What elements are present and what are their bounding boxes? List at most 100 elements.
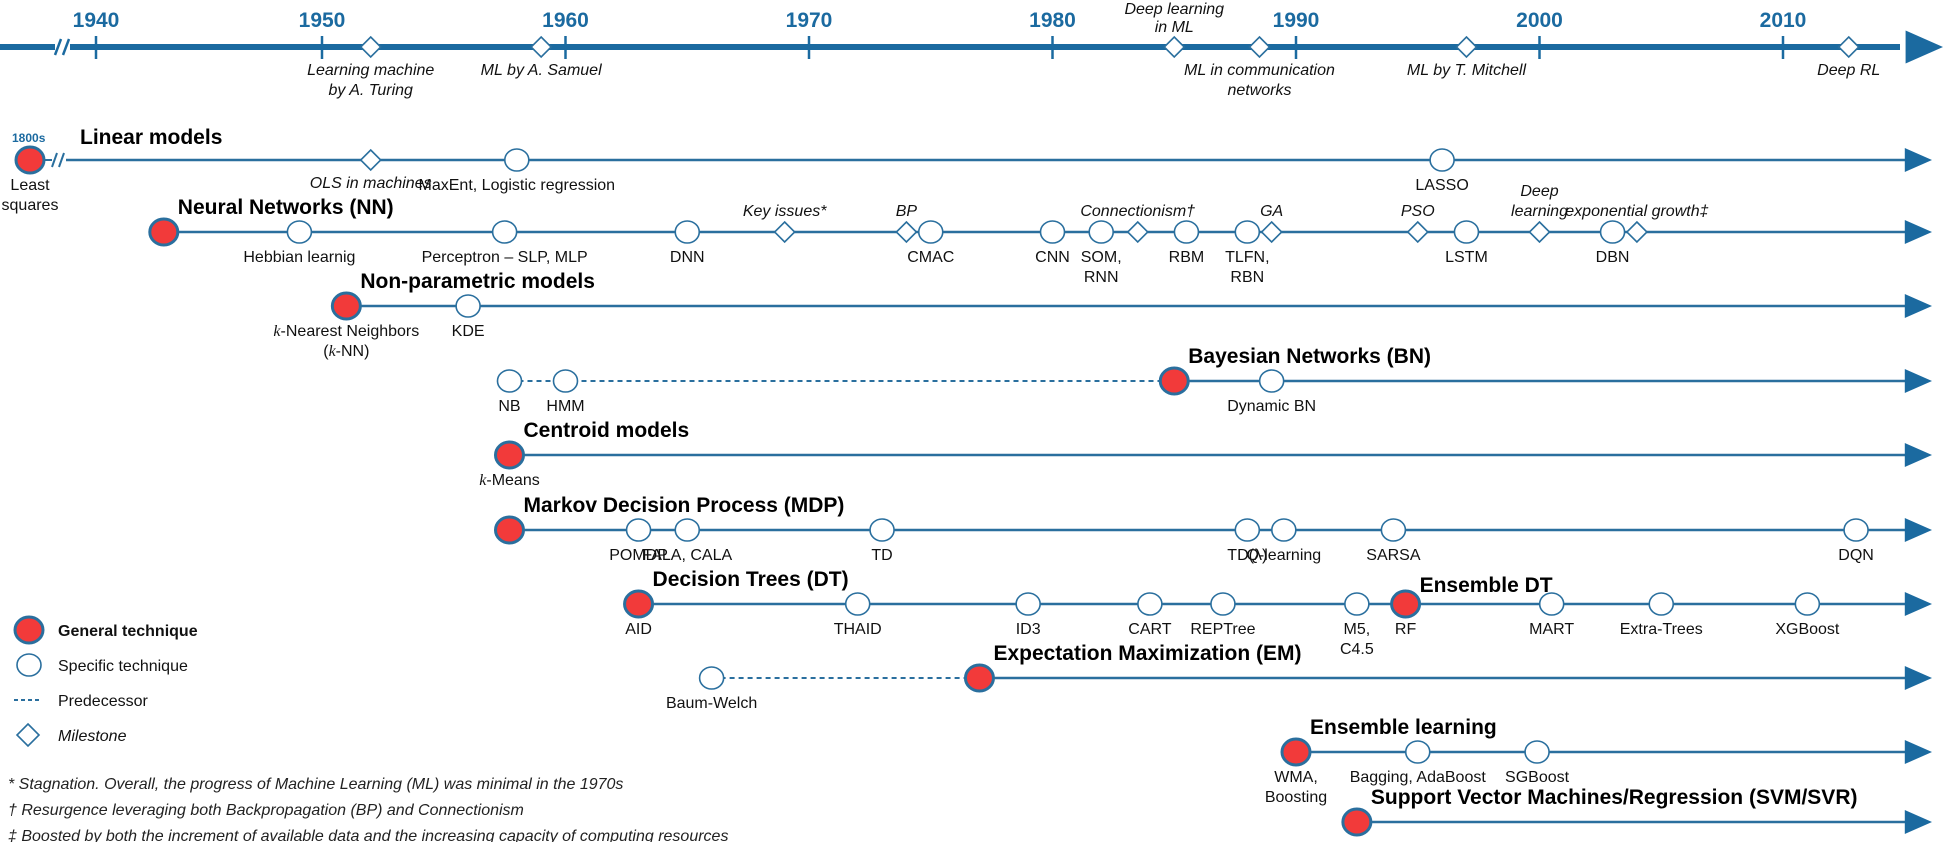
specific-technique-node: [1015, 592, 1041, 616]
milestone-diamond-icon: [895, 220, 918, 244]
specific-technique-node: [1173, 220, 1200, 244]
track-support-vector-machines-regression-svm-svr: Support Vector Machines/Regression (SVM/…: [1341, 786, 1932, 837]
axis-milestone-label: Learning machine: [307, 62, 434, 79]
track-arrow-icon: [1904, 592, 1932, 616]
technique-label: TD(λ): [1227, 547, 1267, 564]
category-title: Linear models: [80, 126, 222, 149]
technique-label: FALA, CALA: [642, 547, 732, 564]
track-arrow-icon: [1904, 369, 1932, 393]
track-bayesian-networks-bn: NB HMM Dynamic BN Bayesian Networks (BN): [496, 345, 1932, 415]
milestone-label: Key issues*: [743, 203, 827, 220]
specific-technique-node: [1210, 592, 1236, 616]
specific-technique-node: [1380, 518, 1407, 542]
category-title: Centroid models: [523, 419, 689, 442]
specific-technique-node: [674, 518, 701, 542]
specific-technique-icon: [16, 653, 42, 677]
general-technique-node: [1280, 737, 1312, 767]
technique-label: squares: [2, 197, 59, 214]
technique-label: LSTM: [1445, 249, 1488, 266]
axis-milestone-diamond-icon: [1163, 35, 1186, 59]
track-break-icon: [51, 152, 65, 168]
technique-label: k-Means: [479, 472, 539, 489]
technique-label: RBM: [1169, 249, 1205, 266]
predecessor-node: [552, 369, 579, 393]
specific-technique-node: [1137, 592, 1163, 616]
axis-break-icon: [53, 38, 71, 56]
technique-label: THAID: [834, 621, 882, 638]
axis-milestone-diamond-icon: [530, 35, 553, 59]
track-expectation-maximization-em: Baum-Welch Expectation Maximization (EM): [666, 642, 1932, 712]
technique-label: RNN: [1084, 269, 1119, 286]
specific-technique-node: [1843, 518, 1869, 542]
predecessor-label: HMM: [546, 398, 584, 415]
technique-label: CNN: [1035, 249, 1070, 266]
category-title: Bayesian Networks (BN): [1188, 345, 1431, 368]
specific-technique-node: [1794, 592, 1821, 616]
predecessor-node: [496, 369, 523, 393]
milestone-label: OLS in machines: [310, 175, 432, 192]
era-prefix-label: 1800s: [12, 131, 46, 145]
legend-item-specific: Specific technique: [16, 653, 188, 677]
specific-technique-node: [1648, 592, 1675, 616]
general-technique-node: [148, 217, 180, 247]
legend-label: General technique: [58, 623, 198, 640]
legend: General technique Specific technique Prede…: [13, 615, 198, 748]
specific-technique-node: [1524, 740, 1550, 764]
technique-label: ID3: [1016, 621, 1041, 638]
technique-label: RF: [1395, 621, 1417, 638]
general-technique-node: [1341, 807, 1373, 837]
general-technique-icon: [13, 615, 45, 645]
year-axis: 1940 1950 1960 1970 1980 1990 2000 2010 Learning…: [0, 1, 1943, 99]
specific-technique-node: [844, 592, 871, 616]
milestone-diamond-icon: [1126, 220, 1149, 244]
specific-technique-node: [1429, 148, 1455, 172]
track-arrow-icon: [1904, 666, 1932, 690]
technique-label: WMA,: [1274, 769, 1318, 786]
milestone-diamond-icon: [1260, 220, 1283, 244]
technique-label: TLFN,: [1225, 249, 1269, 266]
axis-milestone-label: in ML: [1155, 19, 1194, 36]
technique-label: Hebbian learnig: [243, 249, 355, 266]
technique-label: C4.5: [1340, 641, 1374, 658]
specific-technique-node: [869, 518, 895, 542]
track-non-parametric-models: KDE k-Nearest Neighbors (k-NN) Non-parametr…: [273, 270, 1932, 360]
axis-milestone-label: networks: [1227, 82, 1291, 99]
year-label: 1970: [786, 9, 833, 32]
technique-label: Extra-Trees: [1620, 621, 1703, 638]
axis-milestone-label: Deep learning: [1124, 1, 1224, 18]
specific-technique-node: [674, 220, 701, 244]
predecessor-label: Baum-Welch: [666, 695, 757, 712]
specific-technique-node: [917, 220, 944, 244]
specific-technique-node: [1344, 592, 1370, 616]
general-technique-node: [330, 291, 362, 321]
specific-technique-node: [625, 518, 652, 542]
technique-label: CMAC: [907, 249, 954, 266]
track-arrow-icon: [1904, 443, 1932, 467]
axis-milestone-label: ML in communication: [1184, 62, 1335, 79]
category-title: Support Vector Machines/Regression (SVM/…: [1371, 786, 1858, 809]
specific-technique-node: [1271, 518, 1297, 542]
technique-label: (k-NN): [323, 343, 369, 360]
specific-technique-node: [1039, 220, 1066, 244]
technique-label: Bagging, AdaBoost: [1350, 769, 1487, 786]
legend-label: Milestone: [58, 728, 127, 745]
year-label: 1980: [1029, 9, 1076, 32]
category-title: Expectation Maximization (EM): [993, 642, 1301, 665]
milestone-diamond-icon: [1528, 220, 1551, 244]
specific-technique-node: [1538, 592, 1565, 616]
axis-milestone-label: ML by T. Mitchell: [1407, 62, 1527, 79]
milestone-label: Deep: [1520, 183, 1558, 200]
technique-label: Perceptron – SLP, MLP: [422, 249, 588, 266]
track-ensemble-learning: Bagging, AdaBoost SGBoost WMA, Boosting Ense…: [1265, 716, 1932, 806]
specific-technique-node: [286, 220, 313, 244]
general-technique-node: [493, 440, 525, 470]
category-title: Non-parametric models: [360, 270, 595, 293]
technique-label: XGBoost: [1775, 621, 1840, 638]
technique-label: M5,: [1344, 621, 1371, 638]
technique-label: k-Nearest Neighbors: [273, 323, 419, 340]
